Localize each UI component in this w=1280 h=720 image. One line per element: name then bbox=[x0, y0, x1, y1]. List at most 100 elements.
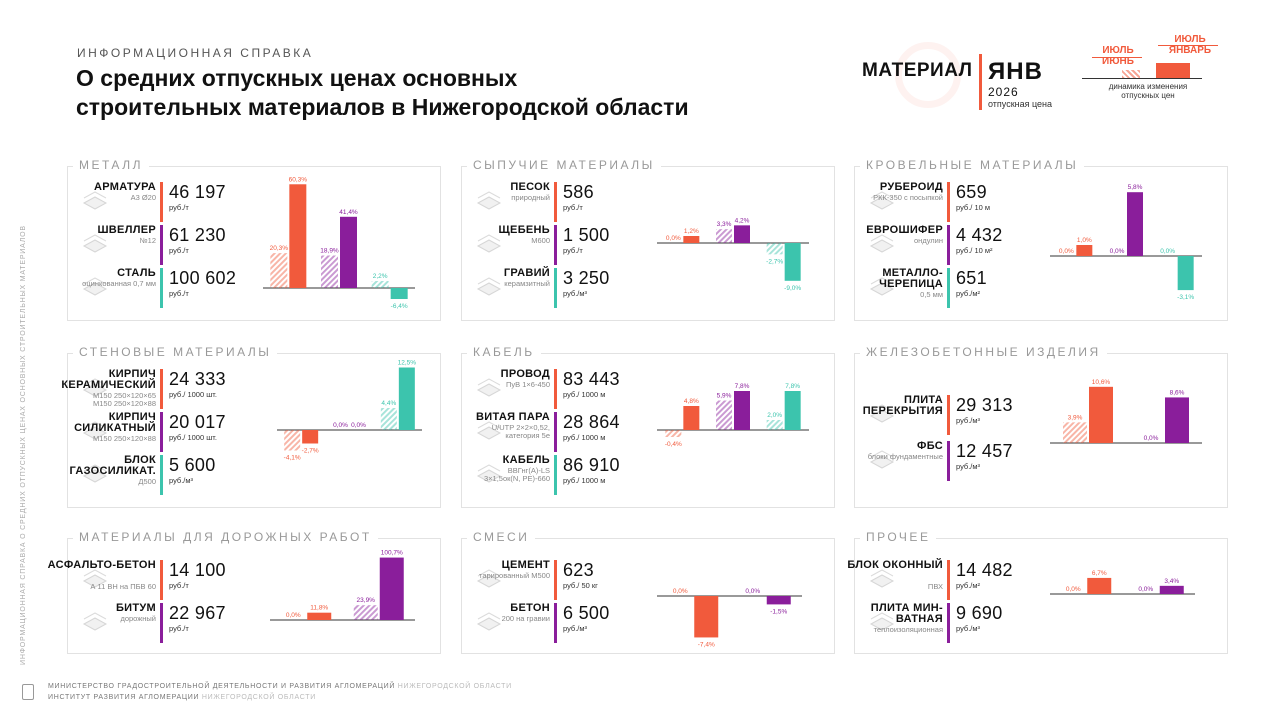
bar-value-label: 3,4% bbox=[1164, 578, 1179, 585]
material-unit: руб./т bbox=[169, 624, 189, 633]
legend-month: ЯНВ bbox=[988, 58, 1043, 85]
bar-value-label: 0,0% bbox=[1110, 248, 1125, 255]
cement-bag-icon bbox=[475, 566, 503, 588]
bar-month-change bbox=[716, 229, 732, 243]
material-color-bar bbox=[947, 395, 950, 435]
bar-value-label: 12,5% bbox=[398, 360, 417, 367]
material-spec: ПВХ bbox=[927, 582, 943, 591]
bar-value-label: 6,7% bbox=[1092, 570, 1107, 577]
price-change-chart: 0,0% 11,8% 23,9% 100,7% bbox=[270, 550, 415, 621]
footer-institute-region: НИЖЕГОРОДСКОЙ ОБЛАСТИ bbox=[201, 694, 316, 701]
material-spec: тарированный М500 bbox=[478, 571, 550, 580]
bar-since-january bbox=[734, 391, 750, 430]
material-item: БИТУМ дорожный 22 967 руб./т bbox=[77, 603, 267, 643]
bar-value-label: 5,8% bbox=[1128, 184, 1143, 191]
legend-year: 2026 bbox=[988, 85, 1019, 99]
material-name: ФБС bbox=[917, 440, 943, 452]
bar-value-label: 0,0% bbox=[745, 588, 760, 595]
material-spec: Д500 bbox=[138, 477, 156, 486]
material-unit: руб./м³ bbox=[956, 416, 981, 425]
material-item: БЛОК ГАЗОСИЛИКАТ. Д500 5 600 руб./м³ bbox=[69, 455, 267, 495]
panel-title: МАТЕРИАЛЫ ДЛЯ ДОРОЖНЫХ РАБОТ bbox=[73, 530, 378, 544]
material-item: АРМАТУРА А3 Ø20 46 197 руб./т bbox=[77, 182, 267, 222]
bar-since-january bbox=[340, 216, 357, 288]
material-name: ВИТАЯ ПАРА bbox=[476, 411, 550, 423]
bar-value-label: 3,3% bbox=[717, 221, 732, 228]
bar-month-change bbox=[1063, 422, 1087, 443]
material-spec: теплоизоляционная bbox=[873, 625, 943, 634]
price-change-chart: 0,0%1,0%0,0%5,8%0,0%-3,1% bbox=[1050, 184, 1202, 301]
legend-note: динамика изменения отпускных цен bbox=[1108, 82, 1188, 100]
rebar-icon bbox=[81, 188, 109, 210]
material-unit: руб./т bbox=[169, 246, 189, 255]
material-price: 6 500 bbox=[563, 603, 610, 623]
material-unit: руб./т bbox=[563, 246, 583, 255]
material-unit: руб./м² bbox=[956, 581, 981, 590]
price-change-chart: -4,1%-2,7% 0,0% 0,0% 4,4% 12,5% bbox=[277, 360, 422, 462]
material-price: 651 bbox=[956, 268, 987, 288]
legend-material-label: МАТЕРИАЛ bbox=[862, 60, 973, 81]
material-color-bar bbox=[160, 560, 163, 600]
footer-institute-name: ИНСТИТУТ РАЗВИТИЯ АГЛОМЕРАЦИИ bbox=[48, 694, 200, 701]
footer-ministry: МИНИСТЕРСТВО ГРАДОСТРОИТЕЛЬНОЙ ДЕЯТЕЛЬНО… bbox=[48, 683, 512, 690]
material-name: БЕТОН bbox=[510, 602, 550, 614]
material-unit: руб./ 1000 шт. bbox=[169, 433, 217, 442]
material-spec: ВВГнг(А)-LS 3×1,5ок(N, PE)-660 bbox=[483, 466, 550, 483]
bar-month-change bbox=[371, 281, 389, 288]
material-unit: руб./ 10 м bbox=[956, 203, 991, 212]
material-color-bar bbox=[160, 369, 163, 409]
bar-value-label: 2,0% bbox=[767, 412, 782, 419]
legend-left-label-2: ИЮНЬ bbox=[1102, 56, 1134, 67]
bar-value-label: 7,8% bbox=[735, 383, 750, 390]
bar-since-january bbox=[379, 557, 404, 620]
bar-value-label: -1,5% bbox=[770, 608, 787, 615]
material-price: 14 482 bbox=[956, 560, 1013, 580]
bar-value-label: 0,0% bbox=[351, 422, 366, 429]
material-price: 22 967 bbox=[169, 603, 226, 623]
bar-since-january bbox=[1177, 256, 1194, 291]
material-name: КИРПИЧ КЕРАМИЧЕСКИЙ bbox=[61, 368, 156, 391]
material-name: АРМАТУРА bbox=[94, 181, 156, 193]
bar-month-change bbox=[321, 255, 338, 288]
bar-since-january bbox=[1089, 386, 1113, 443]
material-item: ЕВРОШИФЕР ондулин 4 432 руб./ 10 м² bbox=[864, 225, 1054, 265]
coat-of-arms-icon bbox=[22, 684, 34, 700]
material-color-bar bbox=[554, 369, 557, 409]
roll-roofing-icon bbox=[868, 188, 896, 210]
bar-value-label: 11,8% bbox=[310, 605, 328, 612]
bar-since-january bbox=[1127, 192, 1143, 256]
cable-icon bbox=[475, 461, 503, 483]
bar-month-change bbox=[353, 605, 378, 620]
legend-price-label: отпускная цена bbox=[988, 99, 1053, 109]
bar-value-label: -6,4% bbox=[391, 303, 408, 310]
material-unit: руб./м³ bbox=[956, 462, 981, 471]
bar-value-label: -4,1% bbox=[284, 455, 301, 462]
material-unit: руб./ 1000 м bbox=[563, 476, 606, 485]
legend-top-label: ИЮЛЬ ЯНВАРЬ bbox=[1160, 34, 1220, 56]
bar-value-label: 4,4% bbox=[381, 400, 396, 407]
material-price: 86 910 bbox=[563, 455, 620, 475]
bar-month-change bbox=[270, 253, 288, 288]
panel-1 bbox=[67, 166, 441, 321]
bar-since-january bbox=[784, 243, 801, 281]
material-item: ГРАВИЙ керамзитный 3 250 руб./м³ bbox=[471, 268, 661, 308]
material-spec: оцинкованная 0,7 мм bbox=[82, 279, 156, 288]
material-item: МЕТАЛЛО-ЧЕРЕПИЦА 0,5 мм 651 руб./м² bbox=[864, 268, 1054, 308]
legend-left-label: ИЮЛЬ ИЮНЬ bbox=[1094, 45, 1142, 67]
bar-value-label: 0,0% bbox=[333, 422, 348, 429]
bar-value-label: 4,8% bbox=[684, 398, 699, 405]
material-name: ПРОВОД bbox=[500, 368, 550, 380]
legend-left-label-1: ИЮЛЬ bbox=[1102, 45, 1134, 56]
material-name: ЕВРОШИФЕР bbox=[866, 224, 943, 236]
price-change-chart: 0,0% -7,4% 0,0% -1,5% bbox=[657, 588, 802, 648]
bar-value-label: 60,3% bbox=[289, 176, 308, 183]
material-spec: М150 250×120×88 bbox=[93, 434, 156, 443]
material-color-bar bbox=[947, 268, 950, 308]
panel-8 bbox=[461, 538, 835, 654]
material-color-bar bbox=[554, 560, 557, 600]
material-spec: дорожный bbox=[120, 614, 156, 623]
material-name: ЦЕМЕНТ bbox=[501, 559, 550, 571]
price-change-chart: 20,3% 60,3% 18,9% 41,4% 2,2% -6,4% bbox=[263, 176, 415, 310]
bar-value-label: -3,1% bbox=[1177, 294, 1194, 301]
expanded-clay-icon bbox=[475, 274, 503, 296]
